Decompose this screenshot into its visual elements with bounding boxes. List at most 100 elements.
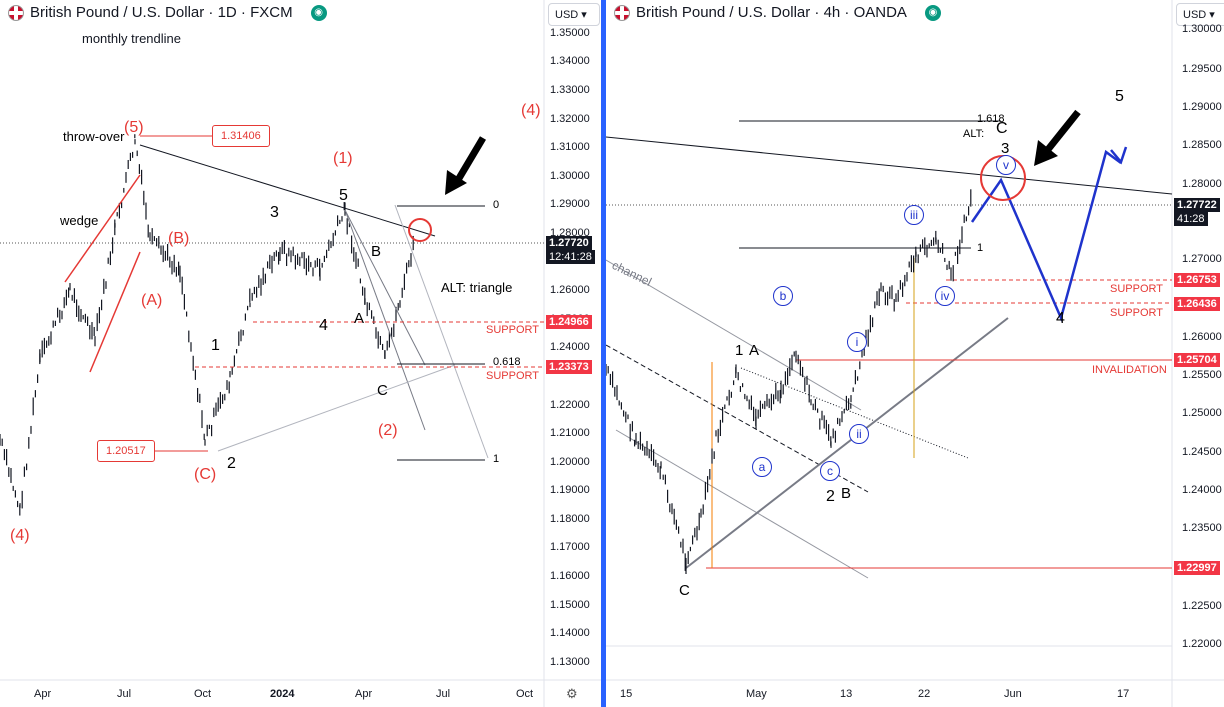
right-time-tick: 22 (918, 688, 931, 700)
right-time-tick: 13 (840, 688, 853, 700)
wave-5-black: 5 (339, 187, 348, 204)
left-chart-header: British Pound / U.S. Dollar · 1D · FXCM … (8, 4, 327, 21)
wave-5-top: 5 (1115, 88, 1124, 105)
right-last-price-badge: 1.27722 (1174, 198, 1220, 212)
left-price-series (0, 134, 414, 516)
left-price-tick: 1.34000 (550, 55, 590, 67)
fib-618-label: 0.618 (493, 356, 521, 368)
right-currency-select[interactable]: USD ▾ (1176, 3, 1224, 26)
left-chart-title: British Pound / U.S. Dollar · 1D · FXCM (30, 4, 293, 21)
wave-1-black-r: 1 (735, 342, 744, 359)
invalidation-label: INVALIDATION (1092, 364, 1167, 376)
right-invalidation-badge: 1.25704 (1174, 353, 1220, 367)
wave-B-black-r: B (841, 485, 852, 502)
right-price-tick: 1.29500 (1182, 63, 1222, 75)
wave-1-red: (1) (333, 150, 353, 167)
fib-1-right: 1 (977, 242, 984, 254)
pane-divider[interactable] (601, 0, 606, 707)
left-price-tick: 1.17000 (550, 541, 590, 553)
fib-1-label: 1 (493, 453, 500, 465)
right-low-badge: 1.22997 (1174, 561, 1220, 575)
left-countdown-badge: 12:41:28 (546, 250, 595, 264)
support-label-r2: SUPPORT (1110, 307, 1163, 319)
right-support2-badge: 1.26436 (1174, 297, 1220, 311)
right-price-tick: 1.25000 (1182, 407, 1222, 419)
wave-3-top: 3 (1001, 140, 1010, 157)
left-chart-canvas[interactable] (0, 0, 601, 707)
support-label-r1: SUPPORT (1110, 283, 1163, 295)
left-time-tick: Jul (117, 688, 132, 700)
right-chart-title: British Pound / U.S. Dollar · 4h · OANDA (636, 4, 907, 21)
wave-2-red: (2) (378, 422, 398, 439)
right-price-tick: 1.28500 (1182, 139, 1222, 151)
right-price-tick: 1.26000 (1182, 331, 1222, 343)
high-price-box: 1.31406 (212, 125, 270, 147)
arrow-icon (445, 136, 487, 195)
right-chart-canvas[interactable] (606, 0, 1224, 707)
alt-label: ALT: (963, 128, 985, 140)
right-price-tick: 1.27000 (1182, 253, 1222, 265)
left-support1-badge: 1.24966 (546, 315, 592, 329)
low-price-box: 1.20517 (97, 440, 155, 462)
wave-3-black: 3 (270, 204, 279, 221)
left-price-tick: 1.22000 (550, 399, 590, 411)
wedge-label: wedge (60, 213, 99, 228)
right-support1-badge: 1.26753 (1174, 273, 1220, 287)
left-time-tick: Jul (436, 688, 451, 700)
wave-5-red: (5) (124, 119, 144, 136)
settings-gear-icon[interactable]: ⚙ (566, 686, 578, 701)
wave-v-circle: v (996, 155, 1016, 175)
support-label-2: SUPPORT (486, 370, 539, 382)
fib-1618-label: 1.618 (977, 113, 1005, 125)
wave-i-circle: i (847, 332, 867, 352)
wave-C-bottom: C (679, 582, 690, 599)
right-price-tick: 1.24000 (1182, 484, 1222, 496)
right-price-series (606, 189, 972, 574)
right-price-tick: 1.29000 (1182, 101, 1222, 113)
monthly-trendline-label: monthly trendline (82, 31, 181, 46)
right-time-tick: Jun (1004, 688, 1022, 700)
right-countdown-badge: 41:28 (1174, 212, 1208, 226)
left-price-tick: 1.30000 (550, 170, 590, 182)
eye-icon[interactable]: ◉ (924, 4, 941, 21)
right-time-tick: 17 (1117, 688, 1130, 700)
wave-A-black-r: A (749, 342, 760, 359)
left-price-tick: 1.20000 (550, 456, 590, 468)
right-currency-label: USD (1183, 9, 1207, 21)
wave-4-red-top: (4) (521, 102, 541, 119)
eye-icon[interactable]: ◉ (310, 4, 327, 21)
left-price-tick: 1.29000 (550, 198, 590, 210)
wave-2-black-r: 2 (826, 488, 835, 505)
right-price-tick: 1.25500 (1182, 369, 1222, 381)
left-currency-label: USD (555, 9, 579, 21)
left-price-tick: 1.35000 (550, 27, 590, 39)
wave-2-black: 2 (227, 455, 236, 472)
left-time-tick: Oct (194, 688, 212, 700)
right-time-tick: 15 (620, 688, 633, 700)
wave-B-black: B (371, 243, 382, 260)
right-price-tick: 1.24500 (1182, 446, 1222, 458)
left-last-price-badge: 1.27720 (546, 236, 592, 250)
right-price-tick: 1.22000 (1182, 638, 1222, 650)
gbp-flag-icon (8, 4, 24, 21)
throw-over-label: throw-over (63, 129, 125, 144)
right-time-tick: May (746, 688, 767, 700)
right-chart-pane[interactable]: British Pound / U.S. Dollar · 4h · OANDA… (606, 0, 1224, 707)
left-price-tick: 1.19000 (550, 484, 590, 496)
left-chart-pane[interactable]: British Pound / U.S. Dollar · 1D · FXCM … (0, 0, 601, 707)
wave-1-black: 1 (211, 337, 220, 354)
left-currency-select[interactable]: USD ▾ (548, 3, 600, 26)
left-price-tick: 1.24000 (550, 341, 590, 353)
left-support2-badge: 1.23373 (546, 360, 592, 374)
left-time-tick: Apr (34, 688, 52, 700)
right-chart-header: British Pound / U.S. Dollar · 4h · OANDA… (614, 4, 941, 21)
wave-C-black: C (377, 382, 388, 399)
wave-4-red-low: (4) (10, 527, 30, 544)
left-time-tick: Apr (355, 688, 373, 700)
arrow-icon (1034, 109, 1081, 166)
wave-a-circle: a (752, 457, 772, 477)
wave-b-circle: b (773, 286, 793, 306)
support-label-1: SUPPORT (486, 324, 539, 336)
alt-triangle-label: ALT: triangle (441, 280, 513, 295)
left-time-tick: 2024 (270, 688, 295, 700)
